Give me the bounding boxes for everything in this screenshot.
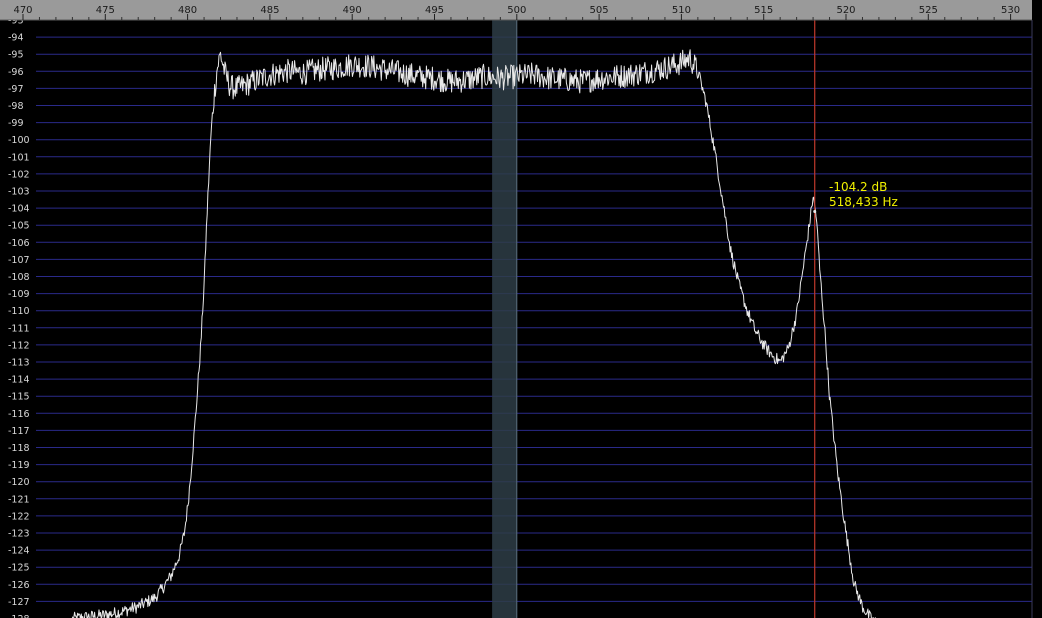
y-tick-label: -93 [8,16,24,27]
y-tick-label: -125 [8,563,30,574]
x-tick-label: 530 [1001,5,1020,16]
x-tick-label: 480 [178,5,197,16]
x-axis: 470 475 480 485 490 495 500 505 510 515 520 525 530 [13,5,1020,20]
y-tick-label: -103 [8,187,30,198]
y-tick-label: -109 [8,289,30,300]
trace-layer [71,49,876,618]
y-tick-label: -100 [8,135,30,146]
y-tick-label: -114 [8,375,30,386]
y-tick-label: -110 [8,306,30,317]
y-tick-label: -95 [8,50,24,61]
y-tick-label: -101 [8,152,30,163]
y-tick-label: -122 [8,511,30,522]
x-tick-label: 520 [836,5,855,16]
y-axis: -93 -94 -95 -96 -97 -98 -99 -100 -101 -102 -103 -10… [8,16,30,618]
x-axis-bar[interactable] [0,0,1032,20]
highlight-band [492,20,517,618]
y-tick-label: -107 [8,255,30,266]
y-tick-label: -121 [8,494,30,505]
y-tick-label: -119 [8,460,30,471]
x-tick-label: 495 [425,5,444,16]
x-tick-label: 500 [507,5,526,16]
gridlines [36,19,1033,618]
x-tick-label: 505 [590,5,609,16]
y-tick-label: -102 [8,169,30,180]
y-tick-label: -126 [8,580,30,591]
y-tick-label: -96 [8,67,24,78]
y-tick-label: -127 [8,597,30,608]
x-tick-label: 525 [919,5,938,16]
y-tick-label: -105 [8,221,30,232]
y-tick-label: -120 [8,477,30,488]
y-tick-label: -99 [8,118,24,129]
y-tick-label: -108 [8,272,30,283]
x-tick-label: 475 [96,5,115,16]
readout-frequency: 518,433 Hz [829,195,898,209]
y-tick-label: -116 [8,409,30,420]
y-tick-label: -115 [8,392,30,403]
marker-layer [813,20,817,618]
y-tick-label: -124 [8,546,30,557]
y-tick-label: -113 [8,358,30,369]
x-tick-label: 515 [754,5,773,16]
y-tick-label: -111 [8,323,30,334]
y-tick-label: -123 [8,529,30,540]
y-tick-label: -117 [8,426,30,437]
series-line [71,49,876,618]
x-tick-label: 485 [260,5,279,16]
y-tick-label: -118 [8,443,30,454]
y-tick-label: -94 [8,33,24,44]
marker-point [813,210,817,214]
x-tick-label: 470 [13,5,32,16]
x-tick-label: 510 [672,5,691,16]
y-tick-label: -98 [8,101,24,112]
y-tick-label: -128 [8,614,30,618]
y-tick-label: -97 [8,84,24,95]
y-tick-label: -112 [8,340,30,351]
y-tick-label: -106 [8,238,30,249]
y-tick-label: -104 [8,204,30,215]
highlight-band-layer [492,20,518,618]
x-tick-label: 490 [343,5,362,16]
readout-level: -104.2 dB [829,180,887,194]
